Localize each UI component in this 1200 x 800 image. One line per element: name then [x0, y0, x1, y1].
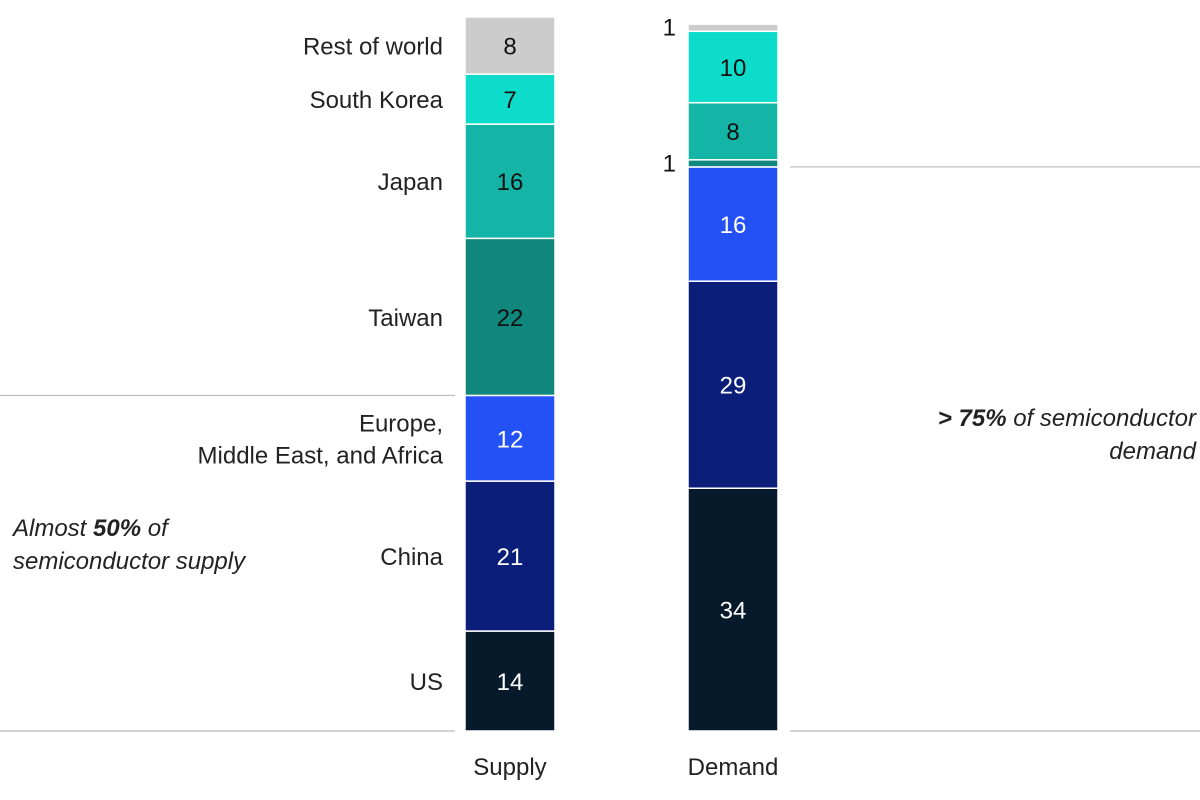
value-label-demand-us: 34 [720, 598, 747, 625]
value-label-demand-japan: 8 [726, 119, 739, 146]
demand-annotation: > 75% of semiconductor demand [937, 405, 1196, 465]
series-label-europe-middle-east-and-africa-line1: Europe, [359, 410, 443, 437]
category-label-supply: Supply [473, 754, 546, 781]
bar-segment-supply-taiwan [464, 237, 556, 397]
chart-labels: 14 21 12 22 16 7 8 Supply 34 29 16 1 8 10 1 Demand US Chi… [198, 15, 779, 781]
bar-segment-demand-taiwan [687, 159, 779, 168]
series-label-rest-of-world: Rest of world [303, 34, 443, 61]
guide-lines [0, 166, 1200, 732]
series-label-south-korea: South Korea [310, 87, 444, 114]
series-label-japan: Japan [378, 169, 443, 196]
bar-segment-demand-japan [687, 101, 779, 161]
bar-segment-demand-south-korea [687, 30, 779, 104]
bar-segment-supply-japan [464, 123, 556, 240]
value-label-demand-china: 29 [720, 373, 747, 400]
value-label-supply-us: 14 [497, 669, 524, 696]
series-label-europe-middle-east-and-africa-line2: Middle East, and Africa [198, 442, 444, 469]
value-label-demand-south-korea: 10 [720, 55, 747, 82]
category-label-demand: Demand [688, 754, 779, 781]
value-label-supply-rest-of-world: 8 [503, 34, 516, 61]
bar-stacks [464, 16, 779, 732]
bar-segment-demand-china [687, 280, 779, 489]
series-label-us: US [410, 669, 443, 696]
supply-annotation: Almost 50% of semiconductor supply [13, 515, 246, 575]
bar-segment-supply-china [464, 480, 556, 632]
bar-segment-supply-south-korea [464, 73, 556, 125]
value-label-supply-china: 21 [497, 544, 524, 571]
bar-segment-demand-rest-of-world [687, 23, 779, 33]
bar-segment-supply-rest-of-world [464, 16, 556, 75]
series-label-china: China [380, 544, 443, 571]
series-label-taiwan: Taiwan [368, 305, 443, 332]
value-label-demand-taiwan: 1 [663, 150, 676, 177]
value-label-demand-rest-of-world: 1 [663, 15, 676, 42]
value-label-supply-europe-middle-east-and-africa: 12 [497, 426, 524, 453]
bar-segment-supply-us [464, 630, 556, 732]
value-label-supply-taiwan: 22 [497, 305, 524, 332]
value-label-demand-europe-middle-east-and-africa: 16 [720, 212, 747, 239]
value-label-supply-south-korea: 7 [503, 87, 516, 114]
value-label-supply-japan: 16 [497, 169, 524, 196]
bar-segment-demand-us [687, 487, 779, 732]
